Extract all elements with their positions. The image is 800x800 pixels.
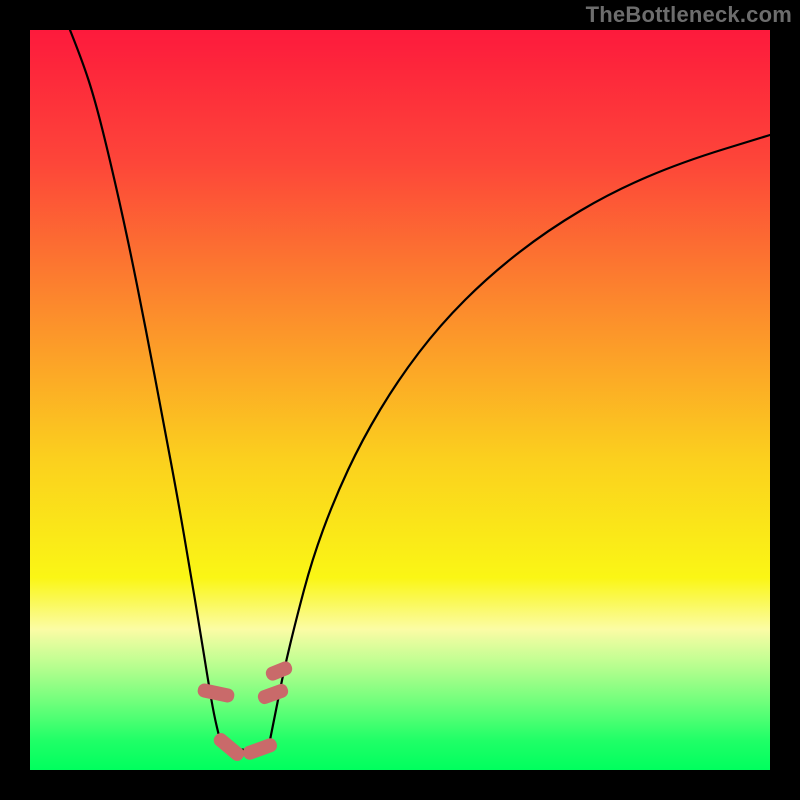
stage: TheBottleneck.com (0, 0, 800, 800)
bottleneck-chart (0, 0, 800, 800)
watermark-text: TheBottleneck.com (586, 2, 792, 28)
chart-background (30, 30, 770, 770)
